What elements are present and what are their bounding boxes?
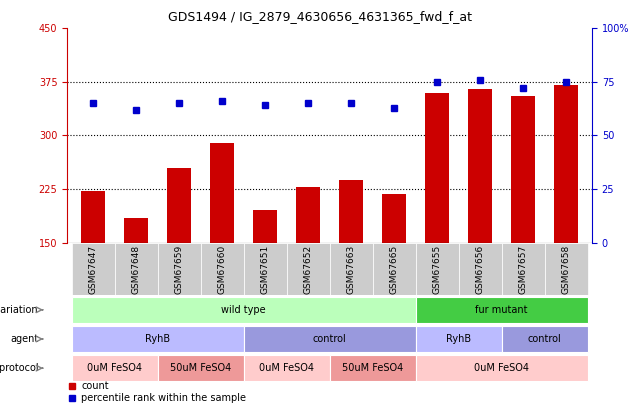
Text: RyhB: RyhB [145, 334, 170, 344]
Text: GSM67657: GSM67657 [518, 245, 527, 294]
Text: fur mutant: fur mutant [476, 305, 528, 315]
Bar [296, 187, 320, 243]
Bar [502, 326, 588, 352]
Text: GSM67655: GSM67655 [433, 245, 442, 294]
Bar [415, 326, 502, 352]
Text: GSM67665: GSM67665 [390, 245, 399, 294]
Bar [502, 243, 545, 295]
Bar [415, 355, 588, 381]
Bar [72, 355, 157, 381]
Bar [415, 243, 459, 295]
Text: 50uM FeSO4: 50uM FeSO4 [170, 363, 231, 373]
Bar [459, 243, 502, 295]
Bar [330, 243, 372, 295]
Bar [382, 194, 406, 243]
Text: GSM67659: GSM67659 [175, 245, 184, 294]
Bar [124, 217, 148, 243]
Bar [244, 243, 287, 295]
Bar [330, 355, 415, 381]
Text: control: control [528, 334, 561, 344]
Bar [72, 243, 115, 295]
Bar [81, 191, 105, 243]
Text: wild type: wild type [221, 305, 266, 315]
Text: GDS1494 / IG_2879_4630656_4631365_fwd_f_at: GDS1494 / IG_2879_4630656_4631365_fwd_f_… [168, 10, 472, 23]
Text: agent: agent [10, 334, 38, 344]
Text: 0uM FeSO4: 0uM FeSO4 [259, 363, 314, 373]
Text: growth protocol: growth protocol [0, 363, 38, 373]
Bar [157, 243, 200, 295]
Bar [287, 243, 330, 295]
Text: GSM67652: GSM67652 [303, 245, 312, 294]
Text: GSM67658: GSM67658 [562, 245, 571, 294]
Bar [72, 297, 415, 323]
Bar [554, 85, 578, 243]
Text: genotype/variation: genotype/variation [0, 305, 38, 315]
Bar [468, 89, 492, 243]
Text: RyhB: RyhB [446, 334, 471, 344]
Bar [415, 297, 588, 323]
Text: 0uM FeSO4: 0uM FeSO4 [474, 363, 529, 373]
Bar [244, 355, 330, 381]
Bar [210, 143, 234, 243]
Bar [72, 326, 244, 352]
Text: GSM67651: GSM67651 [260, 245, 269, 294]
Text: GSM67648: GSM67648 [132, 245, 141, 294]
Bar [253, 211, 277, 243]
Bar [545, 243, 588, 295]
Bar [167, 168, 191, 243]
Text: 0uM FeSO4: 0uM FeSO4 [87, 363, 142, 373]
Text: GSM67656: GSM67656 [476, 245, 484, 294]
Bar [200, 243, 244, 295]
Text: GSM67663: GSM67663 [347, 245, 356, 294]
Text: control: control [313, 334, 346, 344]
Text: GSM67647: GSM67647 [88, 245, 97, 294]
Text: count: count [81, 381, 109, 391]
Text: percentile rank within the sample: percentile rank within the sample [81, 393, 246, 403]
Text: GSM67660: GSM67660 [218, 245, 227, 294]
Text: 50uM FeSO4: 50uM FeSO4 [342, 363, 403, 373]
Bar [244, 326, 415, 352]
Bar [372, 243, 415, 295]
Bar [339, 180, 363, 243]
Bar [511, 96, 535, 243]
Bar [426, 93, 449, 243]
Bar [115, 243, 157, 295]
Bar [157, 355, 244, 381]
